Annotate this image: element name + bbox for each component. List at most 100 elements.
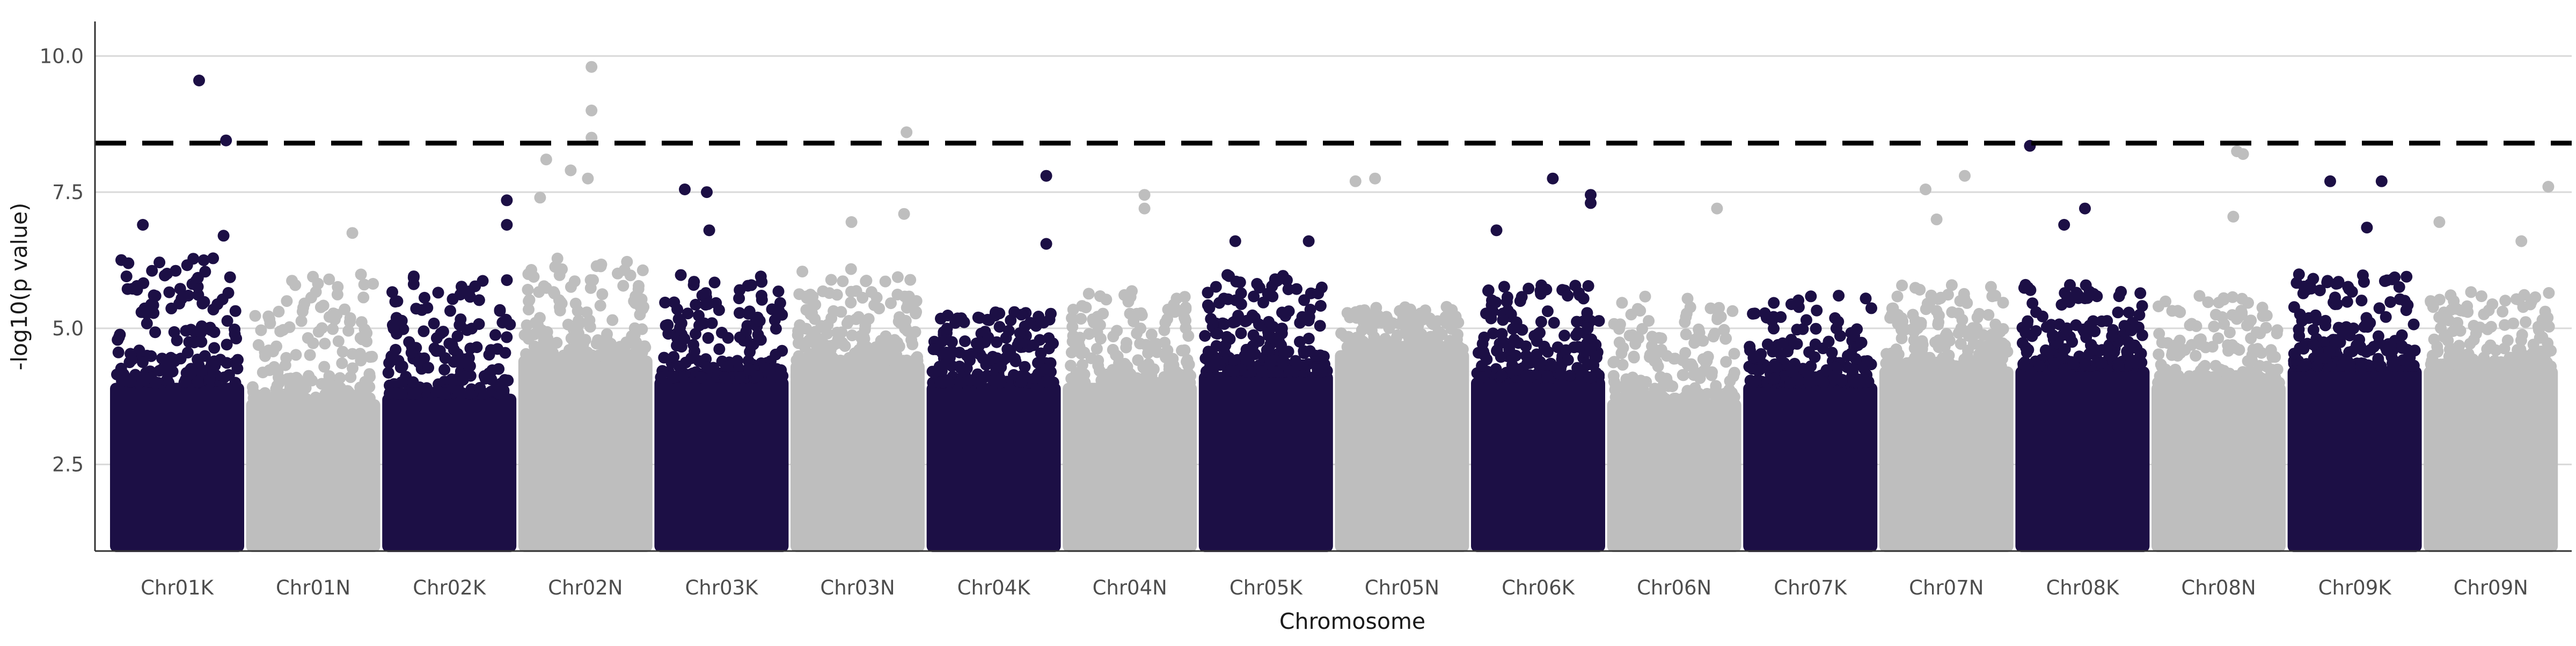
snp-point [608, 349, 620, 362]
snp-point [1646, 331, 1658, 343]
snp-point [418, 325, 430, 337]
snp-point [2447, 325, 2460, 337]
snp-point [501, 274, 513, 287]
snp-point [792, 325, 804, 337]
snp-point [1202, 287, 1214, 299]
snp-point [1956, 314, 1968, 326]
x-tick-labels: Chr01K Chr01N Chr02K Chr02N Chr03K Chr03N Chr0… [141, 576, 2528, 599]
snp-point [1713, 302, 1725, 314]
snp-point [410, 303, 422, 315]
snp-point [405, 347, 418, 359]
snp-point [2401, 270, 2413, 283]
snp-point [2529, 291, 2542, 303]
snp-point [445, 373, 458, 385]
snp-point [1161, 313, 1173, 325]
snp-point [446, 339, 458, 351]
snp-point [2516, 329, 2528, 341]
snp-point [2222, 344, 2235, 357]
snp-point [327, 387, 339, 400]
snp-point [2166, 349, 2178, 361]
snp-point [303, 370, 315, 382]
snp-point [430, 345, 442, 357]
peak-snp-point [1585, 189, 1597, 201]
snp-point [1009, 355, 1022, 368]
snp-point [163, 286, 175, 298]
snp-point [2307, 339, 2319, 351]
snp-point [1800, 314, 1812, 326]
snp-point [222, 287, 235, 299]
snp-point [141, 307, 153, 320]
snp-point [312, 326, 325, 338]
snp-point [1628, 350, 1640, 363]
peak-snp-point [703, 224, 715, 237]
snp-point [1253, 318, 1265, 331]
snp-point [2212, 332, 2224, 344]
snp-point [1720, 356, 1732, 368]
snp-point [197, 254, 210, 266]
snp-point [2265, 344, 2277, 356]
snp-point [1511, 363, 1524, 376]
snp-point [943, 351, 956, 364]
snp-point [770, 348, 782, 361]
snp-point [1989, 318, 2002, 331]
snp-point [1476, 337, 1489, 350]
snp-point [1719, 393, 1731, 405]
snp-point [386, 286, 398, 298]
snp-point [671, 340, 683, 352]
snp-point [1228, 355, 1241, 367]
snp-point [848, 347, 861, 359]
snp-point [2207, 373, 2219, 385]
snp-point [687, 279, 700, 291]
snp-point [1892, 309, 1904, 321]
snp-point [2236, 309, 2248, 321]
snp-point [993, 321, 1006, 333]
peak-snp-point [2058, 219, 2070, 231]
snp-point [1008, 306, 1021, 318]
snp-point [192, 271, 204, 284]
snp-point [1634, 390, 1646, 402]
snp-point [1977, 329, 1989, 341]
snp-point [1312, 363, 1324, 376]
snp-point [2271, 327, 2283, 340]
snp-point [1651, 392, 1663, 405]
snp-point [1930, 305, 1943, 317]
snp-point [770, 322, 782, 335]
snp-point [1205, 313, 1217, 325]
snp-point [195, 320, 208, 333]
x-tick-label: Chr05N [1365, 576, 1439, 599]
peak-snp-point [2375, 175, 2388, 187]
snp-point [1848, 329, 1861, 342]
snp-point [180, 376, 192, 388]
snp-point [734, 331, 746, 343]
x-tick-label: Chr08N [2181, 576, 2256, 599]
snp-point [2380, 311, 2392, 323]
peak-snp-point [1930, 213, 1943, 225]
dense-point-band-chr03n [791, 361, 925, 552]
snp-point [1159, 336, 1171, 349]
snp-point [2387, 344, 2399, 357]
snp-point [1214, 359, 1226, 371]
snp-point [437, 326, 449, 338]
snp-point [1218, 347, 1231, 359]
snp-point [1438, 342, 1450, 355]
snp-point [628, 295, 640, 307]
snp-point [221, 357, 233, 369]
snp-point [1728, 348, 1740, 360]
snp-point [2113, 290, 2125, 303]
snp-point [1065, 346, 1078, 358]
snp-point [1181, 356, 1192, 368]
snp-point [2511, 352, 2523, 364]
snp-point [936, 335, 948, 348]
snp-point [1670, 392, 1682, 405]
snp-point [2172, 370, 2184, 382]
snp-point [2079, 358, 2091, 371]
snp-point [170, 265, 182, 277]
snp-point [659, 296, 671, 309]
snp-point [2290, 277, 2303, 289]
snp-point [1202, 299, 1214, 311]
snp-point [397, 323, 409, 335]
snp-point [1503, 343, 1516, 356]
snp-point [2256, 302, 2268, 314]
snp-point [495, 377, 507, 390]
snp-point [478, 387, 491, 400]
